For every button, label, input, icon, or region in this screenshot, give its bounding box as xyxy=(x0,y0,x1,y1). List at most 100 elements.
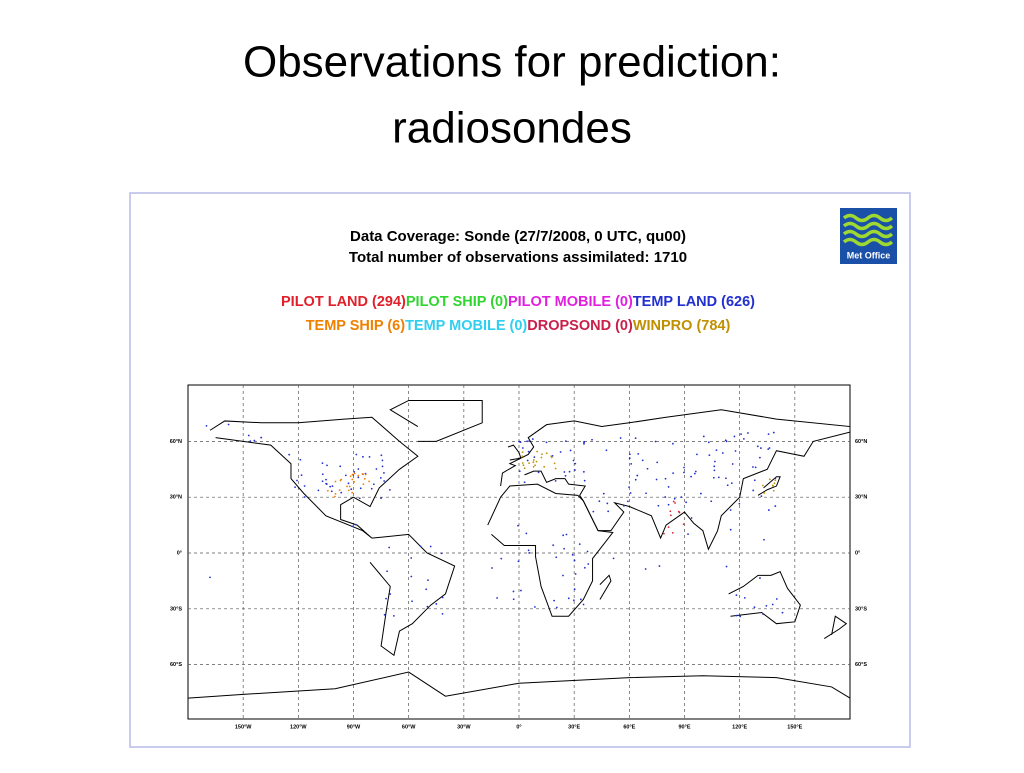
lat-label: 60°S xyxy=(170,662,182,668)
station-dot xyxy=(671,442,674,445)
station-dot xyxy=(526,459,529,462)
station-dot xyxy=(358,497,361,500)
station-dot xyxy=(630,462,633,465)
station-dot xyxy=(553,599,555,602)
station-dot xyxy=(410,557,413,559)
station-dot xyxy=(578,543,581,545)
station-dot xyxy=(729,509,732,511)
station-dot xyxy=(388,488,391,491)
station-dot xyxy=(574,469,576,471)
station-dot xyxy=(380,454,383,457)
station-dot xyxy=(713,469,716,472)
map: 60°N 60°N 30°N 30°N 0° 0° 30°S 30°S 60°S 60°S 150°… xyxy=(170,385,867,730)
station-dot xyxy=(512,590,515,593)
station-dot xyxy=(362,483,365,486)
coastline xyxy=(823,615,848,639)
station-dot xyxy=(738,502,741,505)
station-dot xyxy=(389,593,392,595)
station-dot xyxy=(429,545,432,548)
station-dot xyxy=(695,453,698,456)
station-dot xyxy=(669,514,672,517)
station-dot xyxy=(357,474,360,477)
station-dot xyxy=(533,456,536,459)
station-dot xyxy=(370,487,373,490)
station-dot xyxy=(742,437,745,440)
logo: Met Office xyxy=(840,208,897,264)
station-dot xyxy=(673,497,676,500)
station-dot xyxy=(773,482,776,485)
station-dot xyxy=(353,471,356,473)
station-dot xyxy=(753,606,756,609)
station-dot xyxy=(605,449,608,452)
station-dot xyxy=(388,546,391,549)
station-dot xyxy=(702,435,705,438)
coastline xyxy=(500,409,851,551)
station-dot xyxy=(762,613,765,616)
station-dot xyxy=(756,445,759,448)
station-dot xyxy=(685,501,688,504)
lon-label: 120°W xyxy=(290,724,307,730)
lat-label: 60°N xyxy=(170,439,182,445)
station-dot xyxy=(334,492,337,495)
station-dot xyxy=(329,485,332,488)
station-dot xyxy=(550,456,553,459)
station-dot xyxy=(383,472,385,474)
station-dot xyxy=(426,605,429,608)
station-dot xyxy=(712,476,715,479)
station-dot xyxy=(249,440,252,443)
station-dot xyxy=(512,598,515,601)
coastline xyxy=(599,574,612,600)
station-dot xyxy=(528,462,530,464)
station-dot xyxy=(582,603,585,606)
station-dot xyxy=(693,472,696,475)
station-dot xyxy=(591,438,593,441)
station-dot xyxy=(626,500,629,503)
station-dot xyxy=(521,447,524,449)
station-dot xyxy=(687,533,689,536)
station-dot xyxy=(634,478,637,481)
station-dot xyxy=(364,473,367,476)
station-dot xyxy=(500,557,503,560)
coastline xyxy=(487,483,614,617)
lon-label: 60°E xyxy=(623,724,635,730)
station-dot xyxy=(767,509,770,511)
station-dot xyxy=(760,447,762,449)
station-dot xyxy=(644,568,647,570)
station-dot xyxy=(247,434,250,437)
station-dot xyxy=(767,433,770,435)
station-dot xyxy=(669,510,672,513)
station-dot xyxy=(340,491,343,494)
station-dot xyxy=(710,500,713,503)
station-dot xyxy=(683,471,685,474)
station-dot xyxy=(592,510,595,513)
station-dot xyxy=(300,474,303,477)
station-dot xyxy=(586,550,589,553)
slide-title: Observations for prediction: xyxy=(243,38,781,87)
station-dot xyxy=(520,589,522,592)
station-dot xyxy=(565,533,568,536)
station-dot xyxy=(351,473,354,476)
station-dot xyxy=(303,496,306,498)
station-dot xyxy=(357,468,360,470)
station-dot xyxy=(637,452,640,455)
station-dot xyxy=(672,472,675,475)
station-dot xyxy=(743,596,746,599)
station-dot xyxy=(765,604,768,607)
station-dot xyxy=(583,479,586,482)
coastline xyxy=(209,416,419,539)
station-dot xyxy=(694,470,697,473)
station-dot xyxy=(419,545,422,548)
station-dot xyxy=(260,436,263,439)
station-dot xyxy=(351,491,354,494)
station-dot xyxy=(634,437,637,440)
lon-label: 30°W xyxy=(457,724,471,730)
station-dot xyxy=(526,440,529,443)
station-dot xyxy=(321,462,324,465)
station-dot xyxy=(357,476,360,479)
station-dot xyxy=(772,431,775,434)
station-dot xyxy=(385,597,387,600)
lon-label: 90°E xyxy=(679,724,691,730)
station-dot xyxy=(735,594,738,597)
station-dot xyxy=(537,471,540,474)
